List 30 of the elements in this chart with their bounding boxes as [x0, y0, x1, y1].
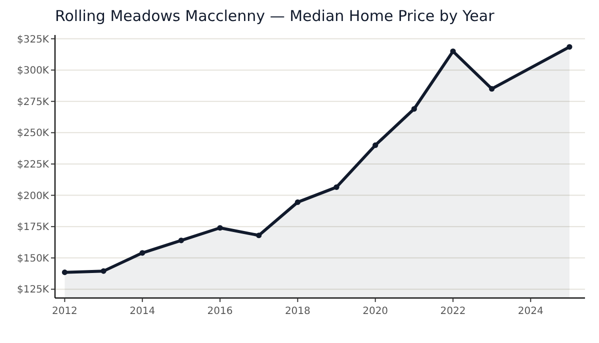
y-tick-label: $150K — [16, 253, 50, 264]
y-tick-label: $175K — [16, 222, 50, 234]
x-tick-label: 2018 — [284, 306, 310, 317]
x-tick-label: 2022 — [440, 306, 466, 317]
y-tick-label: $200K — [16, 190, 50, 202]
point — [334, 184, 340, 190]
x-tick-label: 2024 — [518, 306, 544, 317]
x-tick-label: 2012 — [52, 306, 78, 317]
point — [372, 142, 378, 148]
y-tick-label: $225K — [16, 159, 50, 170]
point — [100, 268, 106, 274]
point — [411, 106, 417, 112]
chart-title: Rolling Meadows Macclenny — Median Home Price by Year — [55, 7, 496, 25]
x-tick-label: 2020 — [362, 306, 388, 317]
point — [62, 270, 68, 276]
y-tick-label: $275K — [16, 96, 50, 108]
point — [140, 250, 146, 256]
point — [566, 44, 572, 50]
point — [450, 48, 456, 54]
y-tick-label: $125K — [16, 284, 50, 296]
x-tick-label: 2016 — [207, 306, 233, 317]
point — [256, 232, 262, 238]
point — [294, 199, 300, 205]
point — [489, 86, 495, 92]
y-tick-label: $300K — [16, 66, 50, 77]
point — [178, 238, 184, 244]
point — [217, 225, 223, 231]
y-tick-label: $250K — [16, 128, 50, 140]
x-tick-label: 2014 — [130, 306, 156, 317]
y-tick-label: $325K — [16, 34, 50, 46]
